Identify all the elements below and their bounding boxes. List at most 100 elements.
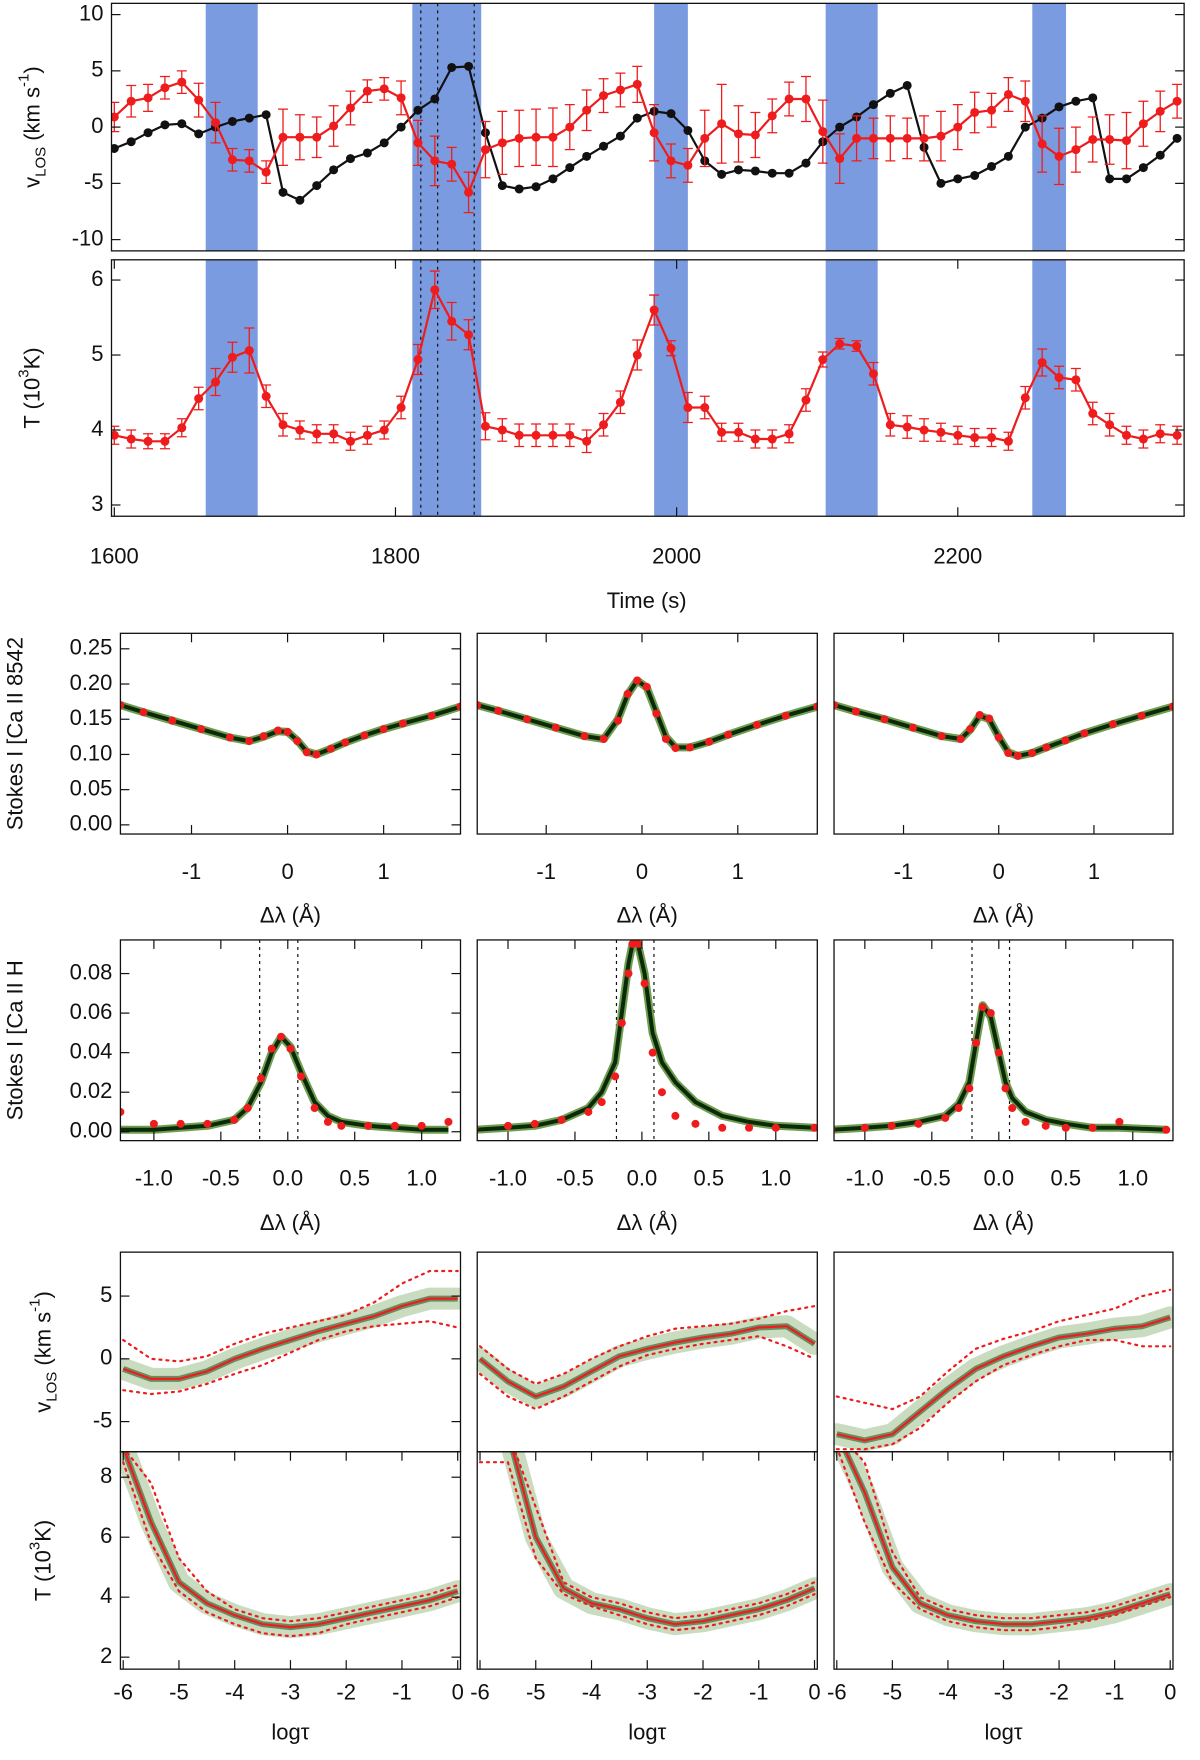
data-point xyxy=(936,178,946,188)
data-point xyxy=(1003,436,1013,446)
data-point xyxy=(244,346,254,356)
data-point xyxy=(617,1018,626,1027)
data-point xyxy=(464,187,474,197)
data-point xyxy=(126,434,136,444)
data-point xyxy=(345,103,355,113)
data-point xyxy=(1061,1123,1070,1132)
y-axis-label-part: ) xyxy=(30,1291,55,1298)
data-point xyxy=(1138,119,1148,129)
data-point xyxy=(514,133,524,143)
data-point xyxy=(398,719,407,728)
data-point xyxy=(225,733,234,742)
y-axis-label-part: -1 xyxy=(27,1298,44,1311)
data-point xyxy=(632,113,642,123)
data-point xyxy=(700,403,710,413)
fit-line xyxy=(834,703,1173,758)
highlight-band xyxy=(825,259,878,517)
data-point xyxy=(661,734,670,743)
plot-area xyxy=(111,259,1183,517)
data-point xyxy=(599,91,609,101)
axes-frame xyxy=(833,632,1174,835)
data-point xyxy=(887,1121,896,1130)
data-point xyxy=(312,132,322,142)
data-point xyxy=(1138,163,1148,173)
series-line xyxy=(844,1451,1171,1626)
data-point xyxy=(480,421,490,431)
y-tick-label: 8 xyxy=(100,1463,112,1488)
data-point xyxy=(632,350,642,360)
sigma-line xyxy=(478,1461,816,1632)
data-point xyxy=(767,111,777,121)
series-line xyxy=(114,288,1178,443)
density-band xyxy=(834,1306,1173,1452)
data-point xyxy=(497,181,507,191)
data-point xyxy=(211,118,221,128)
data-point xyxy=(293,737,302,746)
data-point xyxy=(771,1123,780,1132)
sigma-line xyxy=(853,1451,1172,1620)
fit-line xyxy=(477,941,815,1132)
data-point xyxy=(464,330,474,340)
data-point xyxy=(396,403,406,413)
data-point xyxy=(1054,151,1064,161)
series-line xyxy=(113,81,1178,194)
data-point xyxy=(953,122,963,132)
y-tick-label: 5 xyxy=(100,1282,112,1307)
data-point xyxy=(835,339,845,349)
x-tick-label: 1600 xyxy=(90,543,139,568)
data-point xyxy=(257,1074,266,1083)
data-point xyxy=(379,138,389,148)
plot-area xyxy=(120,939,453,1141)
data-point xyxy=(810,1123,818,1132)
y-axis-label: vLOS (km s-1) xyxy=(27,1291,61,1413)
y-tick-label: -10 xyxy=(72,225,104,250)
data-point xyxy=(1121,174,1131,184)
panel: -1.0 -0.5 0.0 0.5 1.0 Δλ (Å) xyxy=(476,939,818,1235)
data-point xyxy=(936,131,946,141)
data-point xyxy=(447,159,457,169)
data-point xyxy=(444,1117,453,1126)
data-point xyxy=(267,1044,276,1053)
axes-frame xyxy=(119,632,462,835)
panel: 0.00 0.02 0.04 0.06 0.08 -1.0 -0.5 0.0 0.5 1.0 Δλ … xyxy=(3,939,462,1235)
data-point xyxy=(1042,743,1051,752)
data-point xyxy=(1105,420,1115,430)
data-point xyxy=(139,708,148,717)
y-tick-label: 2 xyxy=(100,1643,112,1668)
series-line xyxy=(479,1325,816,1398)
x-tick-label: -5 xyxy=(883,1679,903,1704)
data-point xyxy=(1013,751,1022,760)
data-point xyxy=(599,420,609,430)
data-point xyxy=(1108,720,1117,729)
data-point xyxy=(750,166,760,176)
x-tick-label: -6 xyxy=(113,1679,133,1704)
x-tick-label: -1.0 xyxy=(846,1165,884,1190)
data-point xyxy=(111,112,119,122)
data-point xyxy=(1137,711,1146,720)
axes-frame xyxy=(476,939,818,1142)
x-axis-label: logτ xyxy=(271,1720,309,1745)
data-point xyxy=(1088,134,1098,144)
data-point xyxy=(852,133,862,143)
data-point xyxy=(937,732,946,741)
data-point xyxy=(671,744,680,753)
y-axis-label-part: v xyxy=(30,1402,55,1413)
plot-area xyxy=(477,1305,818,1411)
data-point xyxy=(447,62,457,72)
data-point xyxy=(1020,393,1030,403)
x-tick-label: 0.5 xyxy=(339,1165,370,1190)
data-point xyxy=(767,434,777,444)
x-tick-label: 0.0 xyxy=(984,1165,1015,1190)
data-point xyxy=(909,723,918,732)
data-point xyxy=(1004,749,1013,758)
x-tick-label: 2200 xyxy=(933,543,982,568)
y-axis-label-part: (km s xyxy=(19,87,44,147)
data-point xyxy=(430,94,440,104)
data-point xyxy=(1071,375,1081,385)
sigma-line xyxy=(478,1305,816,1386)
data-point xyxy=(120,1107,125,1116)
y-tick-label: 0.04 xyxy=(70,1038,113,1063)
y-axis-label-part: Stokes I [Ca II H xyxy=(3,960,28,1120)
x-tick-label: -1 xyxy=(392,1679,412,1704)
data-point xyxy=(329,429,339,439)
